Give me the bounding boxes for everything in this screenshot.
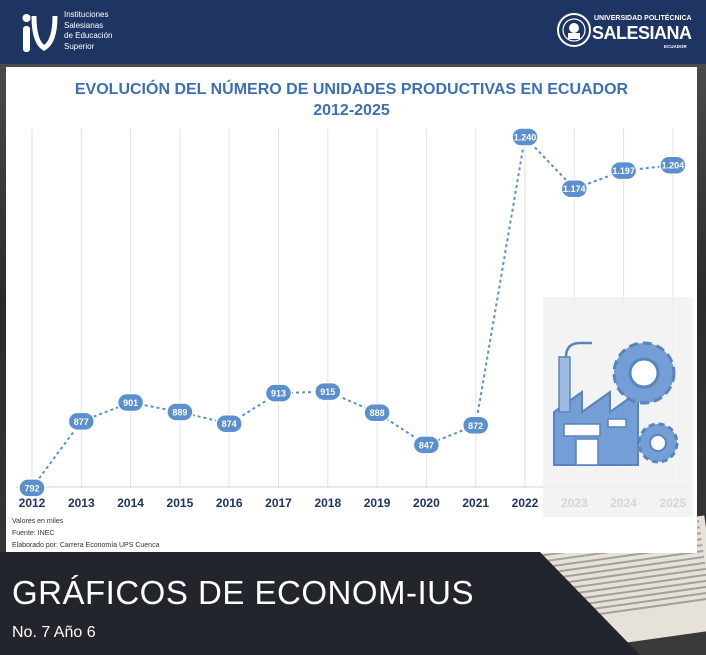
data-point xyxy=(511,127,539,147)
data-label: 915 xyxy=(320,387,335,397)
line-chart: 792 877 901 889 874 913 915 888 847 872 1.240 1.174… xyxy=(16,127,693,517)
ups-logo-country: ECUADOR xyxy=(664,44,687,49)
data-point xyxy=(116,392,145,413)
x-tick-label: 2021 xyxy=(462,496,489,510)
publication-title: GRÁFICOS DE ECONOM-IUS xyxy=(12,574,475,611)
x-tick-label: 2018 xyxy=(314,496,341,510)
x-tick-label: 2013 xyxy=(68,496,95,510)
data-point xyxy=(215,413,243,434)
data-label: 874 xyxy=(222,419,237,429)
ups-logo-line1: UNIVERSIDAD POLITÉCNICA xyxy=(594,15,692,22)
footer-background xyxy=(0,552,640,655)
data-label: 872 xyxy=(468,421,483,431)
source-note: Fuente: INEC xyxy=(12,530,55,537)
x-tick-label: 2015 xyxy=(167,496,194,510)
x-tick-label: 2022 xyxy=(512,496,539,510)
x-tick-label: 2012 xyxy=(19,496,46,510)
data-label: 1.204 xyxy=(662,161,685,171)
chart-title: EVOLUCIÓN DEL NÚMERO DE UNIDADES PRODUCT… xyxy=(74,81,629,119)
data-point xyxy=(659,155,687,175)
data-point xyxy=(461,415,490,436)
data-label: 1.240 xyxy=(514,133,537,143)
data-label: 888 xyxy=(370,408,385,418)
data-point xyxy=(67,411,96,432)
x-tick-label: 2020 xyxy=(413,496,440,510)
ups-logo-name: SALESIANA xyxy=(592,23,692,43)
units-note: Valores en miles xyxy=(12,518,64,525)
data-label: 889 xyxy=(172,407,187,417)
data-label: 792 xyxy=(24,483,39,493)
issue-number: No. 7 Año 6 xyxy=(12,624,96,641)
header-banner: Instituciones Salesianas de Educación Su… xyxy=(0,0,706,64)
data-label: 913 xyxy=(271,389,286,399)
x-tick-label: 2016 xyxy=(216,496,243,510)
data-point xyxy=(264,383,293,403)
ise-logo-icon xyxy=(22,14,58,52)
data-point xyxy=(166,402,194,422)
author-note: Elaborado por: Carrera Economía UPS Cuen… xyxy=(12,542,160,549)
data-point xyxy=(412,435,441,455)
data-point xyxy=(560,178,589,199)
data-label: 847 xyxy=(419,440,434,450)
chart-card: EVOLUCIÓN DEL NÚMERO DE UNIDADES PRODUCT… xyxy=(6,67,697,553)
ups-seal-icon xyxy=(557,13,591,47)
data-label: 1.197 xyxy=(612,166,635,176)
data-label: 1.174 xyxy=(563,184,586,194)
x-tick-label: 2017 xyxy=(265,496,292,510)
factory-illustration xyxy=(543,297,693,517)
data-label: 901 xyxy=(123,398,138,408)
ise-logo: Instituciones Salesianas de Educación Su… xyxy=(22,10,202,56)
x-tick-label: 2019 xyxy=(364,496,391,510)
ups-logo: UNIVERSIDAD POLITÉCNICA SALESIANA ECUADO… xyxy=(556,12,696,52)
data-point xyxy=(314,381,342,402)
ise-logo-text: Instituciones Salesianas de Educación Su… xyxy=(64,10,113,51)
data-label: 877 xyxy=(74,417,89,427)
data-point xyxy=(18,478,46,498)
footer-banner: GRÁFICOS DE ECONOM-IUS No. 7 Año 6 xyxy=(0,552,706,655)
data-point xyxy=(609,160,638,181)
data-point xyxy=(363,402,391,423)
x-tick-label: 2014 xyxy=(117,496,144,510)
